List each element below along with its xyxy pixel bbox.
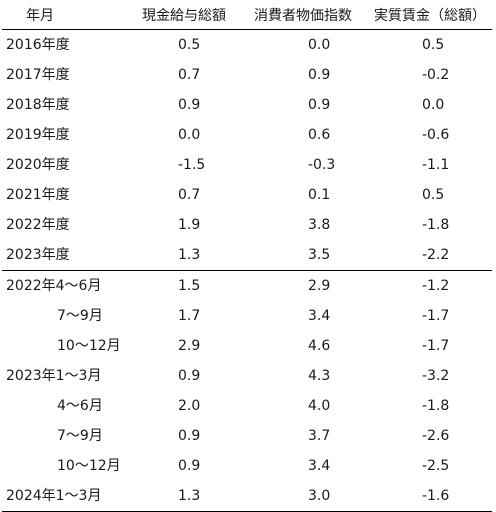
cpi-value: 2.9 — [240, 270, 368, 301]
cpi-value: 0.6 — [308, 127, 331, 143]
cpi-value: 3.5 — [308, 247, 331, 263]
table-row: 2024年1～3月 1.3 3.0 -1.6 — [2, 481, 492, 512]
cpi-value: 4.6 — [308, 338, 331, 354]
cash-earnings-value: 1.5 — [138, 270, 240, 301]
row-label: 7～9月 — [57, 308, 103, 324]
header-cash-earnings: 現金給与総額 — [138, 2, 240, 30]
cash-earnings-value: 0.0 — [178, 127, 201, 143]
table-row: 2023年1～3月 0.9 4.3 -3.2 — [2, 361, 492, 391]
cpi-value: 4.3 — [308, 368, 331, 384]
row-label: 2017年度 — [6, 67, 70, 83]
table-row: 2019年度 0.0 0.6 -0.6 — [2, 120, 492, 150]
cpi-value: 3.4 — [308, 458, 331, 474]
cpi-value: 0.9 — [308, 97, 331, 113]
header-cpi: 消費者物価指数 — [240, 2, 368, 30]
real-wages-value: 0.0 — [422, 97, 445, 113]
table-row: 10～12月 2.9 4.6 -1.7 — [2, 331, 492, 361]
header-real-wages: 実質賃金（総額） — [368, 2, 492, 30]
row-label: 10～12月 — [57, 338, 121, 354]
real-wages-value: -2.5 — [422, 458, 450, 474]
row-label: 2023年度 — [6, 247, 70, 263]
header-period: 年月 — [2, 2, 138, 30]
real-wages-value: -1.7 — [422, 338, 450, 354]
real-wages-value: -2.6 — [422, 428, 450, 444]
cash-earnings-value: 0.7 — [178, 187, 201, 203]
cash-earnings-value: 2.9 — [178, 338, 201, 354]
cash-earnings-value: 0.9 — [178, 368, 201, 384]
real-wages-value: -1.1 — [422, 157, 450, 173]
table-row: 4～6月 2.0 4.0 -1.8 — [2, 391, 492, 421]
cash-earnings-value: 0.5 — [178, 37, 201, 53]
cash-earnings-value: -1.5 — [178, 157, 206, 173]
cpi-value: 3.7 — [308, 428, 331, 444]
cash-earnings-value: 0.9 — [178, 428, 201, 444]
row-label: 2023年1～3月 — [6, 368, 102, 384]
table-row: 2016年度 0.5 0.0 0.5 — [2, 30, 492, 61]
cpi-value: 0.0 — [308, 37, 331, 53]
cash-earnings-value: 1.3 — [138, 481, 240, 512]
row-label: 2022年度 — [6, 217, 70, 233]
real-wages-value: -1.2 — [368, 270, 492, 301]
row-label: 7～9月 — [57, 428, 103, 444]
cpi-value: 4.0 — [308, 398, 331, 414]
real-wages-value: -3.2 — [422, 368, 450, 384]
table-row: 10～12月 0.9 3.4 -2.5 — [2, 451, 492, 481]
cpi-value: 3.4 — [308, 308, 331, 324]
cash-earnings-value: 0.9 — [178, 97, 201, 113]
cpi-value: 0.9 — [308, 67, 331, 83]
table-row: 2020年度 -1.5 -0.3 -1.1 — [2, 150, 492, 180]
row-label: 2016年度 — [6, 37, 70, 53]
table-row: 2022年4～6月 1.5 2.9 -1.2 — [2, 270, 492, 301]
real-wages-value: -1.8 — [422, 217, 450, 233]
real-wages-value: 0.5 — [422, 187, 445, 203]
real-wages-value: -0.6 — [422, 127, 450, 143]
table-row: 2023年度 1.3 3.5 -2.2 — [2, 240, 492, 271]
real-wages-value: -2.2 — [422, 247, 450, 263]
row-label: 4～6月 — [57, 398, 103, 414]
row-label: 2020年度 — [6, 157, 70, 173]
table-row: 2022年度 1.9 3.8 -1.8 — [2, 210, 492, 240]
cpi-value: -0.3 — [308, 157, 336, 173]
row-label: 2021年度 — [6, 187, 70, 203]
row-label: 2024年1～3月 — [2, 481, 138, 512]
table-row: 2018年度 0.9 0.9 0.0 — [2, 90, 492, 120]
table-row: 2021年度 0.7 0.1 0.5 — [2, 180, 492, 210]
table-row: 7～9月 1.7 3.4 -1.7 — [2, 301, 492, 331]
cash-earnings-value: 2.0 — [178, 398, 201, 414]
cpi-value: 0.1 — [308, 187, 331, 203]
real-wages-value: 0.5 — [422, 37, 445, 53]
real-wages-value: -1.7 — [422, 308, 450, 324]
row-label: 2022年4～6月 — [2, 270, 138, 301]
row-label: 2019年度 — [6, 127, 70, 143]
cash-earnings-value: 1.7 — [178, 308, 201, 324]
cash-earnings-value: 1.9 — [178, 217, 201, 233]
cpi-value: 3.0 — [240, 481, 368, 512]
table-row: 2017年度 0.7 0.9 -0.2 — [2, 60, 492, 90]
header-row: 年月 現金給与総額 消費者物価指数 実質賃金（総額） — [2, 2, 492, 30]
cash-earnings-value: 0.9 — [178, 458, 201, 474]
real-wages-value: -1.6 — [368, 481, 492, 512]
cash-earnings-value: 1.3 — [178, 247, 201, 263]
row-label: 10～12月 — [57, 458, 121, 474]
cpi-value: 3.8 — [308, 217, 331, 233]
table-row: 7～9月 0.9 3.7 -2.6 — [2, 421, 492, 451]
cash-earnings-value: 0.7 — [178, 67, 201, 83]
real-wages-value: -0.2 — [422, 67, 450, 83]
row-label: 2018年度 — [6, 97, 70, 113]
real-wages-value: -1.8 — [422, 398, 450, 414]
